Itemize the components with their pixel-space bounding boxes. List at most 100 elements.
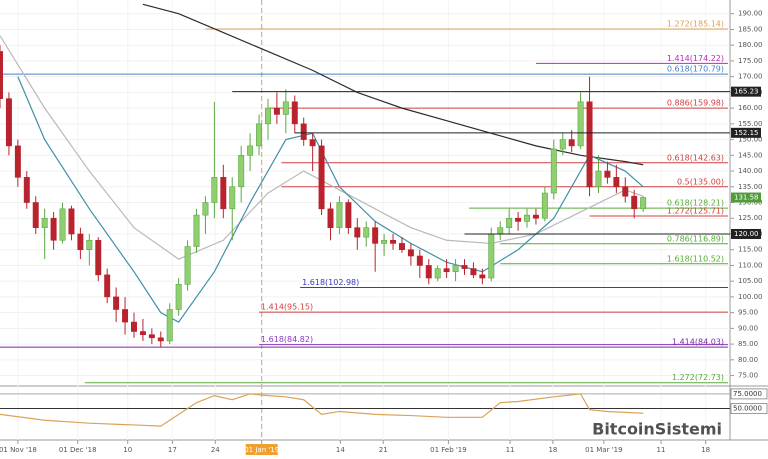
fib-label: 0.618(128.21) bbox=[667, 199, 724, 208]
y-tick-label: 75.00 bbox=[738, 372, 758, 380]
y-tick-label: 155.00 bbox=[738, 120, 763, 128]
candle-body bbox=[345, 202, 352, 228]
candle-body bbox=[282, 101, 289, 115]
candle-body bbox=[631, 195, 638, 210]
candle-body bbox=[398, 243, 405, 251]
price-tag bbox=[731, 192, 761, 203]
candle-body bbox=[425, 265, 432, 279]
x-tick-label: 18 bbox=[701, 446, 710, 454]
x-tick-label: 01 Dec '18 bbox=[59, 446, 97, 454]
candle-body bbox=[568, 139, 575, 147]
y-tick-label: 185.00 bbox=[738, 25, 763, 33]
candle-body bbox=[41, 217, 48, 228]
x-tick-label: 17 bbox=[168, 446, 177, 454]
x-tick-label: 14 bbox=[336, 446, 345, 454]
candle-body bbox=[470, 268, 477, 276]
candle-body bbox=[86, 239, 93, 251]
candle-body bbox=[416, 255, 423, 266]
moving-average bbox=[17, 76, 644, 323]
candle-body bbox=[363, 227, 370, 238]
fib-label: 1.414(84.03) bbox=[672, 338, 724, 347]
watermark: BitcoinSistemi bbox=[592, 420, 722, 439]
x-tick-label: 11 bbox=[657, 446, 666, 454]
candle-body bbox=[211, 177, 218, 203]
y-tick-label: 180.00 bbox=[738, 41, 763, 49]
y-tick-label: 85.00 bbox=[738, 340, 758, 348]
candle-body bbox=[577, 101, 584, 147]
candle-body bbox=[327, 208, 334, 228]
candle-body bbox=[68, 208, 75, 235]
fib-label: 1.618(102.98) bbox=[302, 278, 359, 287]
x-tick-label: 18 bbox=[548, 446, 557, 454]
y-tick-label: 115.00 bbox=[738, 246, 763, 254]
y-tick-label: 105.00 bbox=[738, 277, 763, 285]
y-tick-label: 145.00 bbox=[738, 151, 763, 159]
price-tag-label: 131.58 bbox=[734, 194, 759, 202]
candle-body bbox=[524, 214, 530, 222]
candle-body bbox=[390, 239, 397, 244]
rsi-level-label: 50.0000 bbox=[733, 405, 762, 413]
candle-body bbox=[95, 239, 102, 276]
x-tick-label: 10 bbox=[123, 446, 132, 454]
rsi-line bbox=[0, 393, 644, 427]
candle-body bbox=[497, 227, 504, 235]
candle-body bbox=[122, 309, 129, 323]
candle-body bbox=[506, 217, 513, 228]
fib-label: 0.618(170.79) bbox=[667, 65, 724, 74]
fib-label: 0.5(135.00) bbox=[677, 177, 724, 186]
y-tick-label: 195.00 bbox=[738, 0, 763, 2]
rsi-tag bbox=[730, 388, 768, 400]
y-tick-label: 110.00 bbox=[738, 261, 763, 269]
candle-body bbox=[104, 274, 111, 298]
rsi-tag bbox=[730, 403, 768, 415]
candle-body bbox=[14, 145, 21, 178]
fib-label: 1.618(110.52) bbox=[667, 254, 724, 263]
x-tick-label: 01 Jan '19 bbox=[244, 446, 279, 454]
fib-label: 1.272(72.73) bbox=[672, 373, 724, 382]
candle-body bbox=[407, 249, 414, 257]
candle-body bbox=[613, 177, 620, 188]
fib-label: 1.272(185.14) bbox=[667, 20, 724, 29]
y-tick-label: 190.00 bbox=[738, 10, 763, 18]
fib-label: 0.618(142.63) bbox=[667, 153, 724, 162]
y-tick-label: 150.00 bbox=[738, 136, 763, 144]
candle-body bbox=[443, 268, 450, 273]
candle-body bbox=[193, 214, 200, 247]
price-tag-label: 165.23 bbox=[734, 88, 759, 96]
x-tick-highlight bbox=[245, 444, 278, 455]
candle-body bbox=[59, 208, 66, 241]
y-tick-label: 100.00 bbox=[738, 293, 763, 301]
y-tick-label: 135.00 bbox=[738, 183, 763, 191]
candle-body bbox=[640, 197, 647, 210]
y-tick-label: 170.00 bbox=[738, 73, 763, 81]
fib-label: 1.414(95.15) bbox=[261, 303, 313, 312]
price-tag bbox=[731, 127, 761, 138]
candle-body bbox=[604, 170, 611, 178]
candle-body bbox=[291, 101, 298, 125]
y-tick-label: 175.00 bbox=[738, 57, 763, 65]
y-tick-label: 80.00 bbox=[738, 356, 758, 364]
rsi-level-label: 75.0000 bbox=[733, 390, 762, 398]
candle-body bbox=[247, 145, 254, 156]
candle-body bbox=[595, 170, 602, 188]
moving-average bbox=[142, 3, 644, 166]
y-tick-label: 140.00 bbox=[738, 167, 763, 175]
candle-body bbox=[238, 155, 245, 188]
candle-body bbox=[559, 139, 566, 150]
candle-body bbox=[5, 98, 12, 147]
price-tag-label: 120.00 bbox=[734, 230, 759, 238]
candle-body bbox=[166, 309, 173, 342]
candle-body bbox=[336, 202, 343, 228]
candle-body bbox=[488, 233, 495, 279]
candle-body bbox=[622, 186, 629, 197]
candle-body bbox=[157, 337, 164, 342]
x-tick-label: 11 bbox=[506, 446, 515, 454]
candle-body bbox=[202, 202, 209, 216]
candle-body bbox=[309, 139, 316, 147]
candle-body bbox=[131, 321, 137, 332]
candle-body bbox=[50, 217, 57, 241]
candle-body bbox=[550, 148, 557, 194]
price-tag bbox=[731, 86, 761, 97]
